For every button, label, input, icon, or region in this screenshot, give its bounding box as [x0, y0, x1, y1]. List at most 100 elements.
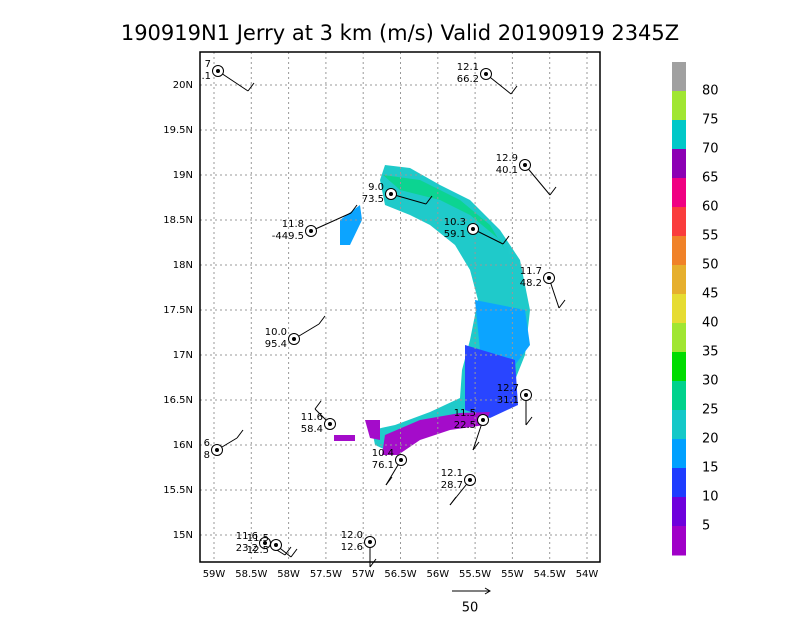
station-bottom: 76.1: [372, 460, 394, 471]
swath-band: [340, 205, 362, 245]
station-bottom: 95.4: [265, 339, 287, 350]
colorbar-label: 10: [702, 490, 719, 505]
station-bottom: 66.2: [457, 74, 479, 85]
colorbar-band: [672, 91, 686, 121]
colorbar-band: [672, 526, 686, 556]
colorbar-band: [672, 207, 686, 237]
colorbar: 80 75 70 65 60 55 50 45 40 35 30 25 20 15 10 5: [672, 62, 719, 556]
colorbar-label: 55: [702, 229, 719, 244]
barb-flag: [350, 204, 358, 214]
colorbar-band: [672, 468, 686, 498]
station-top: 11.5: [454, 408, 476, 419]
station-bottom: 8: [204, 450, 210, 461]
station-top: 11.5: [247, 533, 269, 544]
barb-flag: [284, 546, 292, 556]
station-bottom: .1: [201, 71, 211, 82]
colorbar-label: 40: [702, 316, 719, 331]
barb-flag: [369, 558, 377, 568]
colorbar-band: [672, 178, 686, 208]
station-top: 9.0: [368, 182, 384, 193]
wind-barb: [390, 193, 427, 205]
colorbar-label: 75: [702, 113, 719, 128]
barb-flag: [525, 416, 533, 426]
wind-barb: [310, 212, 352, 232]
station-dot: [309, 229, 313, 233]
colorbar-band: [672, 410, 686, 440]
station-dot: [547, 276, 551, 280]
station-top: 11.8: [282, 219, 304, 230]
colorbar-band: [672, 439, 686, 469]
barb-flag: [472, 441, 480, 451]
station-dot: [328, 422, 332, 426]
wind-barb: [524, 164, 551, 196]
station-bottom: 22.5: [454, 420, 476, 431]
station-dot: [399, 458, 403, 462]
grid: 59W 58.5W 58W 57.5W 57W 56.5W 56W 55.5W 55W 54.5W…: [163, 52, 600, 580]
barb-flag: [425, 195, 433, 205]
station-dot: [263, 541, 267, 545]
y-tick-label: 19N: [173, 170, 193, 181]
station-top: 12.9: [496, 153, 518, 164]
colorbar-band: [672, 120, 686, 150]
station-bottom: 28.7: [441, 480, 463, 491]
station-bottom: 23.2: [236, 543, 258, 554]
station-dot: [274, 543, 278, 547]
x-tick-label: 56W: [426, 569, 449, 580]
barb-flag: [314, 400, 322, 410]
colorbar-label: 20: [702, 432, 719, 447]
swath: [334, 165, 530, 455]
station-top: 11.6: [236, 531, 258, 542]
station-bottom: 59.1: [444, 229, 466, 240]
swath-band: [465, 345, 518, 418]
station-top: 12.0: [341, 530, 363, 541]
y-tick-label: 16N: [173, 440, 193, 451]
station-dot: [216, 69, 220, 73]
swath-band: [383, 175, 505, 250]
station-dot: [523, 163, 527, 167]
station-dot: [292, 337, 296, 341]
station-dot: [471, 227, 475, 231]
station-dot: [389, 192, 393, 196]
station-bottom: 40.1: [496, 165, 518, 176]
colorbar-band: [672, 62, 686, 92]
x-tick-label: 57W: [352, 569, 375, 580]
station-dot: [215, 448, 219, 452]
x-tick-label: 57.5W: [310, 569, 342, 580]
y-tick-label: 20N: [173, 80, 193, 91]
station-top: 12.7: [497, 383, 519, 394]
swath-band: [365, 420, 380, 440]
title: 190919N1 Jerry at 3 km (m/s) Valid 20190…: [121, 21, 679, 45]
y-tick-label: 16.5N: [163, 395, 193, 406]
colorbar-label: 5: [702, 519, 710, 534]
station-dot: [468, 478, 472, 482]
barb-flag: [236, 429, 244, 439]
swath-band: [475, 300, 530, 365]
colorbar-band: [672, 265, 686, 295]
colorbar-band: [672, 149, 686, 179]
station-bottom: 12.6: [341, 542, 363, 553]
station-top: 11.6: [301, 412, 323, 423]
colorbar-label: 70: [702, 142, 719, 157]
barb-flag: [290, 548, 298, 558]
y-tick-label: 19.5N: [163, 125, 193, 136]
barb-flag: [247, 82, 255, 92]
x-tick-label: 58.5W: [235, 569, 267, 580]
stations: 7.112.166.212.940.19.073.511.8-449.510.3…: [201, 59, 566, 568]
y-tick-label: 15.5N: [163, 485, 193, 496]
barb-flag: [558, 299, 566, 309]
barb-flag: [502, 235, 510, 245]
colorbar-band: [672, 352, 686, 382]
colorbar-label: 60: [702, 200, 719, 215]
colorbar-band: [672, 381, 686, 411]
x-tick-label: 55.5W: [459, 569, 491, 580]
station-bottom: 58.4: [301, 424, 323, 435]
colorbar-band: [672, 323, 686, 353]
x-tick-label: 54.5W: [534, 569, 566, 580]
reference-arrowhead: [484, 587, 491, 595]
y-tick-label: 18N: [173, 260, 193, 271]
station-top: 6: [204, 438, 210, 449]
y-tick-label: 17N: [173, 350, 193, 361]
x-tick-label: 59W: [203, 569, 226, 580]
colorbar-band: [672, 497, 686, 527]
